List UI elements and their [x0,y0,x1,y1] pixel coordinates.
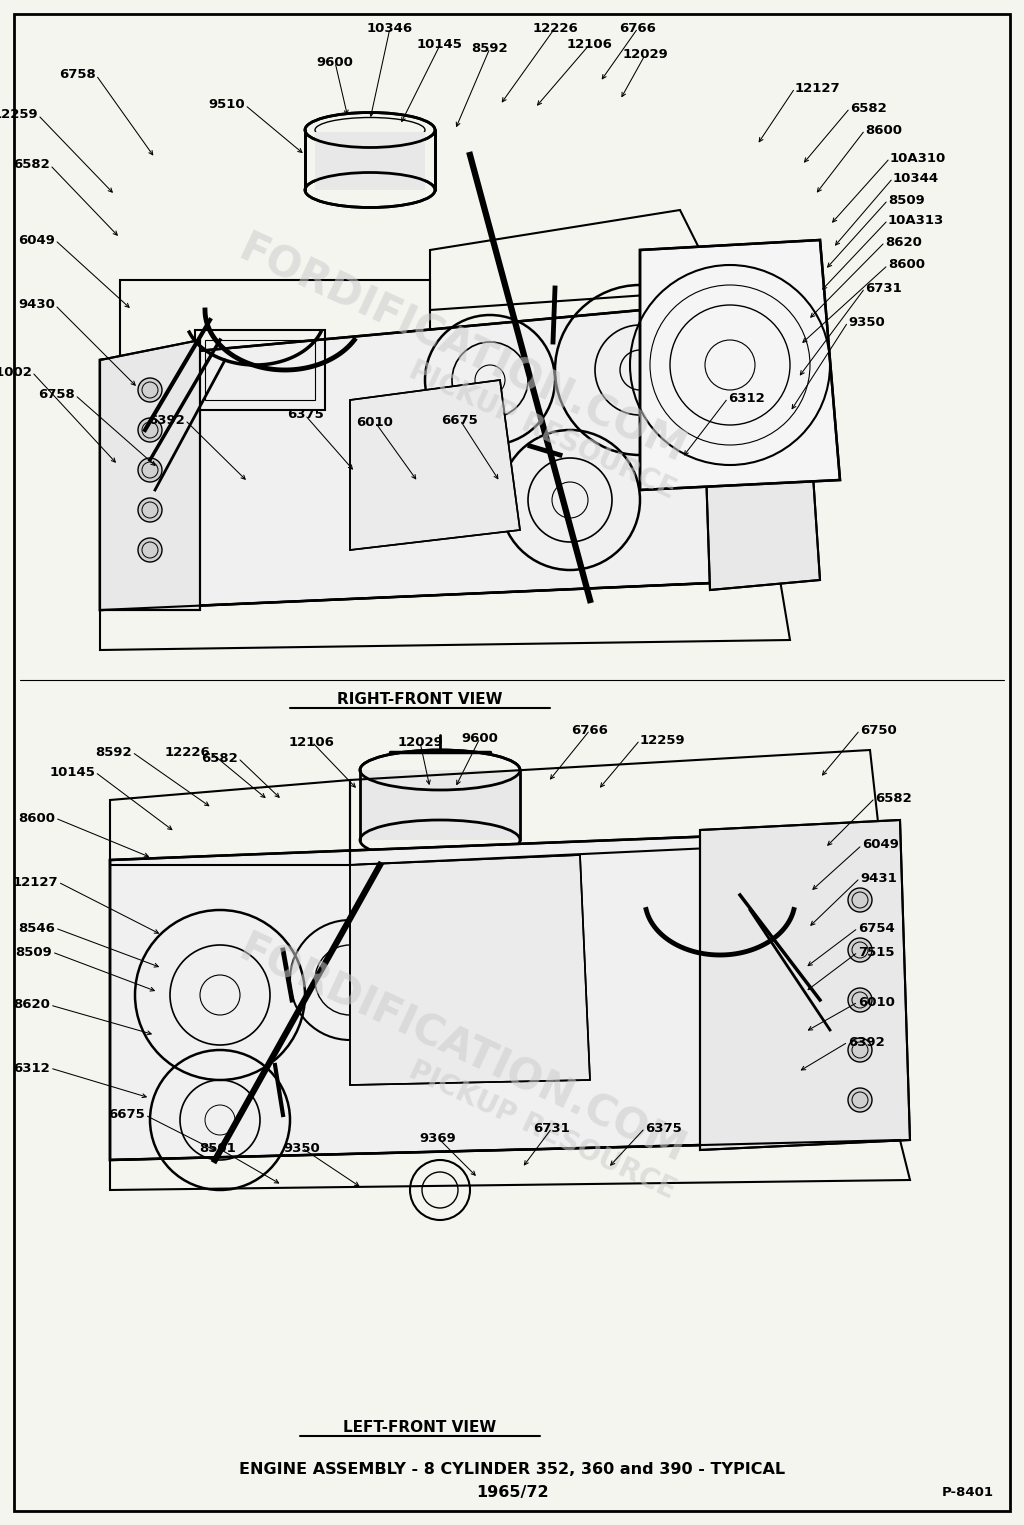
Text: 6375: 6375 [645,1121,682,1135]
Text: 8600: 8600 [865,124,902,137]
Text: 10346: 10346 [367,21,413,35]
Circle shape [138,418,162,442]
Polygon shape [350,380,520,551]
Text: 12127: 12127 [12,875,58,889]
Text: 12029: 12029 [397,735,442,749]
Text: 12259: 12259 [640,734,686,747]
Circle shape [848,1087,872,1112]
Text: 12226: 12226 [164,746,210,758]
Text: 8546: 8546 [18,921,55,935]
Text: 8509: 8509 [15,946,52,959]
Text: 8592: 8592 [95,746,132,758]
Text: 8509: 8509 [888,194,925,206]
Polygon shape [640,239,840,490]
Text: 6766: 6766 [620,21,656,35]
Polygon shape [100,300,780,610]
Circle shape [138,499,162,522]
Text: 10A313: 10A313 [888,214,944,227]
Circle shape [848,1039,872,1061]
Text: 6582: 6582 [13,159,50,171]
Text: 10344: 10344 [893,171,939,185]
Text: 1965/72: 1965/72 [476,1484,548,1499]
Text: 9600: 9600 [316,55,353,69]
Text: 9430: 9430 [18,299,55,311]
Text: 12226: 12226 [532,21,578,35]
Bar [360,770,520,840]
Text: 9600: 9600 [462,732,499,744]
Circle shape [848,888,872,912]
Text: RIGHT-FRONT VIEW: RIGHT-FRONT VIEW [337,692,503,708]
Circle shape [848,938,872,962]
Text: 6675: 6675 [109,1109,145,1121]
Text: 6312: 6312 [13,1061,50,1075]
Text: 6731: 6731 [865,282,902,294]
Bar [315,133,425,191]
Text: 7515: 7515 [858,946,895,959]
Polygon shape [700,820,910,1150]
Text: 12106: 12106 [289,735,335,749]
Text: 12259: 12259 [0,108,38,122]
Text: 6582: 6582 [874,791,911,805]
Text: 6731: 6731 [534,1121,570,1135]
Text: 6766: 6766 [571,723,608,737]
Text: P-8401: P-8401 [942,1485,994,1499]
Text: 6392: 6392 [148,413,185,427]
Text: 12029: 12029 [623,49,668,61]
Text: 6375: 6375 [287,409,324,421]
Text: 6049: 6049 [18,233,55,247]
Text: 8592: 8592 [472,41,508,55]
Text: 6582: 6582 [850,102,887,114]
Text: 6312: 6312 [728,392,765,404]
Text: ENGINE ASSEMBLY - 8 CYLINDER 352, 360 and 390 - TYPICAL: ENGINE ASSEMBLY - 8 CYLINDER 352, 360 an… [239,1462,785,1478]
Text: 8600: 8600 [18,811,55,825]
Text: 6758: 6758 [59,69,96,81]
Text: PICKUP RESOURCE: PICKUP RESOURCE [404,1055,680,1205]
Text: FORDIFICATION.COM: FORDIFICATION.COM [231,927,692,1173]
Polygon shape [100,340,200,610]
Text: 6675: 6675 [441,413,478,427]
Bar [195,329,325,410]
Text: 8620: 8620 [885,235,922,249]
Circle shape [138,538,162,563]
Text: 6754: 6754 [858,921,895,935]
Text: 9369: 9369 [420,1132,457,1144]
Text: 12106: 12106 [567,38,613,50]
Text: PICKUP RESOURCE: PICKUP RESOURCE [404,355,680,505]
Text: 8600: 8600 [888,259,925,271]
Text: 10145: 10145 [417,38,463,52]
Text: 10145: 10145 [49,766,95,778]
Text: 6750: 6750 [860,723,897,737]
Circle shape [138,378,162,403]
Text: 8620: 8620 [13,999,50,1011]
Text: 9431: 9431 [860,871,897,884]
Circle shape [848,988,872,1013]
Text: 6010: 6010 [858,996,895,1008]
Text: 9350: 9350 [284,1142,321,1154]
Text: 9510: 9510 [208,99,245,111]
Text: 6582: 6582 [202,752,238,764]
Text: 6758: 6758 [38,389,75,401]
Text: 12127: 12127 [795,81,841,95]
Circle shape [138,458,162,482]
Text: 6049: 6049 [862,839,899,851]
Text: 8501: 8501 [200,1142,237,1154]
Text: 11002: 11002 [0,366,32,378]
Text: 10A310: 10A310 [890,151,946,165]
Polygon shape [350,856,590,1084]
Text: 6010: 6010 [356,415,393,429]
Text: LEFT-FRONT VIEW: LEFT-FRONT VIEW [343,1420,497,1435]
Polygon shape [110,830,900,1161]
Text: 6392: 6392 [848,1035,885,1049]
Polygon shape [700,281,820,590]
Text: FORDIFICATION.COM: FORDIFICATION.COM [231,227,692,473]
Text: 9350: 9350 [848,316,885,328]
Bar [205,340,315,400]
